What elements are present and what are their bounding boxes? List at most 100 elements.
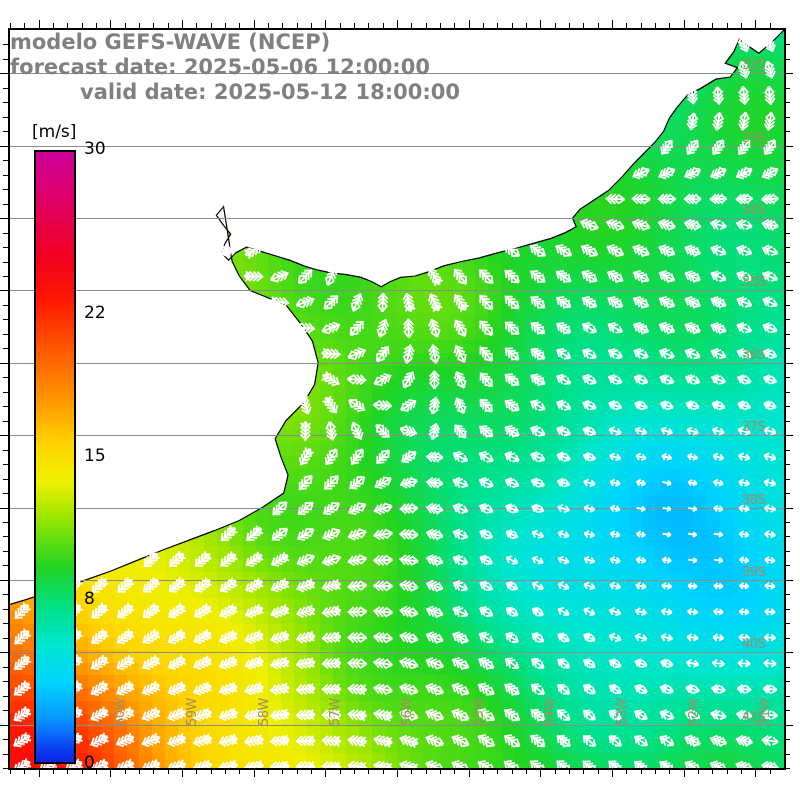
tick-top (411, 23, 412, 29)
tick-left (3, 565, 9, 566)
colorbar-unit-label: [m/s] (32, 122, 77, 142)
tick-left (3, 204, 9, 205)
tick-bottom (526, 768, 527, 774)
tick-left (3, 348, 9, 349)
tick-right (784, 406, 790, 407)
tick-right (784, 131, 790, 132)
tick-right (784, 580, 793, 581)
tick-top (325, 20, 326, 29)
tick-bottom (153, 768, 154, 774)
tick-bottom (655, 768, 656, 774)
lon-label-56w: 56W (400, 698, 415, 726)
tick-right (784, 88, 790, 89)
tick-right (784, 464, 790, 465)
tick-bottom (268, 768, 269, 774)
tick-left (3, 623, 9, 624)
tick-left (3, 710, 9, 711)
tick-left (0, 725, 9, 726)
tick-left (3, 464, 9, 465)
tick-bottom (182, 768, 183, 777)
tick-left (3, 377, 9, 378)
tick-bottom (24, 768, 25, 774)
tick-bottom (426, 768, 427, 774)
tick-top (354, 23, 355, 29)
tick-top (755, 20, 756, 29)
tick-left (3, 88, 9, 89)
tick-top (311, 23, 312, 29)
tick-left (0, 435, 9, 436)
tick-top (239, 23, 240, 29)
tick-bottom (139, 768, 140, 774)
tick-bottom (497, 768, 498, 774)
tick-left (3, 681, 9, 682)
tick-bottom (454, 768, 455, 774)
tick-top (397, 20, 398, 29)
tick-bottom (196, 768, 197, 774)
colorbar-tick-8: 8 (84, 589, 95, 610)
tick-bottom (354, 768, 355, 774)
tick-right (784, 522, 790, 523)
tick-top (211, 23, 212, 29)
tick-top (526, 23, 527, 29)
tick-bottom (397, 768, 398, 777)
tick-right (784, 334, 790, 335)
tick-left (3, 44, 9, 45)
tick-left (3, 768, 9, 769)
tick-right (784, 493, 790, 494)
tick-top (512, 23, 513, 29)
tick-left (3, 450, 9, 451)
tick-top (297, 23, 298, 29)
tick-top (96, 23, 97, 29)
tick-top (110, 20, 111, 29)
tick-bottom (440, 768, 441, 774)
tick-top (254, 20, 255, 29)
tick-left (3, 551, 9, 552)
tick-right (784, 638, 790, 639)
tick-top (383, 23, 384, 29)
tick-left (0, 652, 9, 653)
tick-right (784, 175, 790, 176)
tick-top (440, 23, 441, 29)
tick-bottom (96, 768, 97, 774)
lon-label-55w: 55W (471, 698, 487, 726)
tick-top (196, 23, 197, 29)
tick-bottom (254, 768, 255, 777)
tick-top (82, 23, 83, 29)
lon-label-51w: 51W (758, 698, 774, 726)
tick-top (454, 23, 455, 29)
tick-top (770, 23, 771, 29)
tick-bottom (311, 768, 312, 774)
tick-bottom (555, 768, 556, 774)
tick-bottom (411, 768, 412, 774)
lat-label-39s: 39S (742, 564, 766, 580)
tick-right (784, 609, 790, 610)
lon-label-54w: 54W (543, 698, 559, 726)
tick-top (698, 23, 699, 29)
tick-bottom (325, 768, 326, 777)
tick-bottom (727, 768, 728, 774)
tick-top (125, 23, 126, 29)
tick-left (0, 146, 9, 147)
tick-top (669, 23, 670, 29)
tick-top (139, 23, 140, 29)
tick-bottom (626, 768, 627, 774)
tick-right (784, 73, 793, 74)
tick-right (784, 421, 790, 422)
tick-left (3, 522, 9, 523)
tick-top (555, 23, 556, 29)
tick-right (784, 739, 790, 740)
tick-bottom (383, 768, 384, 774)
tick-top (483, 23, 484, 29)
tick-bottom (469, 768, 470, 777)
tick-bottom (583, 768, 584, 774)
tick-top (626, 23, 627, 29)
tick-left (3, 739, 9, 740)
tick-bottom (125, 768, 126, 774)
tick-top (469, 20, 470, 29)
lat-label-38s: 38S (742, 492, 766, 508)
tick-right (784, 189, 790, 190)
tick-right (784, 594, 790, 595)
tick-bottom (755, 768, 756, 777)
tick-bottom (340, 768, 341, 774)
